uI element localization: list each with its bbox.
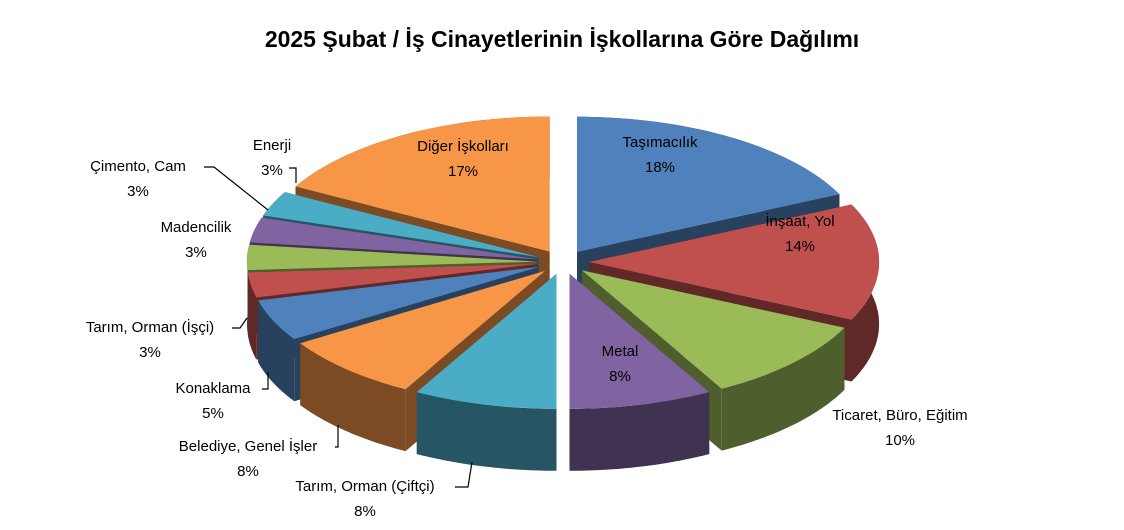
leader-line xyxy=(232,317,248,329)
slice-top xyxy=(246,244,537,271)
value-label: 8% xyxy=(609,368,631,385)
slice-top xyxy=(295,116,550,252)
slice xyxy=(416,273,557,471)
category-label: Diğer İşkolları xyxy=(417,137,509,155)
slice-top xyxy=(416,273,557,409)
category-label: Tarım, Orman (Çiftçi) xyxy=(295,478,434,495)
leader-line xyxy=(262,372,269,390)
slice-wall xyxy=(721,327,845,451)
category-label: Taşımacılık xyxy=(622,134,698,151)
slice-top xyxy=(258,266,540,340)
slice-top xyxy=(576,116,840,252)
leader-line xyxy=(289,167,297,183)
category-label: Konaklama xyxy=(175,380,251,397)
value-label: 18% xyxy=(645,159,675,176)
pie xyxy=(246,116,880,471)
value-label: 14% xyxy=(785,238,815,255)
leader-lines xyxy=(204,166,473,488)
category-label: Metal xyxy=(602,343,639,360)
slice-wall xyxy=(416,392,557,471)
value-label: 17% xyxy=(448,163,478,180)
category-label: Enerji xyxy=(253,137,291,154)
data-labels: Taşımacılık 18% İnşaat, Yol 14% Ticaret, Bür… xyxy=(86,134,968,520)
category-label: Belediye, Genel İşler xyxy=(179,437,317,455)
chart-title: 2025 Şubat / İş Cinayetlerinin İşkolları… xyxy=(265,26,859,52)
value-label: 3% xyxy=(127,183,149,200)
slice-top xyxy=(569,273,710,409)
slice-top xyxy=(249,217,538,260)
category-label: Çimento, Cam xyxy=(90,158,186,175)
category-label: Tarım, Orman (İşçi) xyxy=(86,318,214,336)
slice-top xyxy=(300,270,546,390)
slice-wall xyxy=(258,300,295,402)
leader-line xyxy=(455,461,473,488)
category-label: Madencilik xyxy=(161,219,232,236)
value-label: 3% xyxy=(139,344,161,361)
slice-top xyxy=(263,192,540,258)
slice-wall xyxy=(569,392,710,471)
leader-line xyxy=(204,166,269,211)
category-label: Ticaret, Büro, Eğitim xyxy=(832,407,967,424)
slice-top xyxy=(582,270,845,389)
value-label: 8% xyxy=(237,463,259,480)
category-label: İnşaat, Yol xyxy=(765,212,834,230)
value-label: 10% xyxy=(885,432,915,449)
slice xyxy=(569,273,710,471)
value-label: 8% xyxy=(354,503,376,520)
value-label: 3% xyxy=(261,162,283,179)
slice-top xyxy=(589,204,880,320)
value-label: 5% xyxy=(202,405,224,422)
slice-top xyxy=(247,263,538,298)
leader-line xyxy=(335,425,339,448)
slice-wall xyxy=(300,343,406,452)
slice-wall xyxy=(247,272,257,360)
value-label: 3% xyxy=(185,244,207,261)
